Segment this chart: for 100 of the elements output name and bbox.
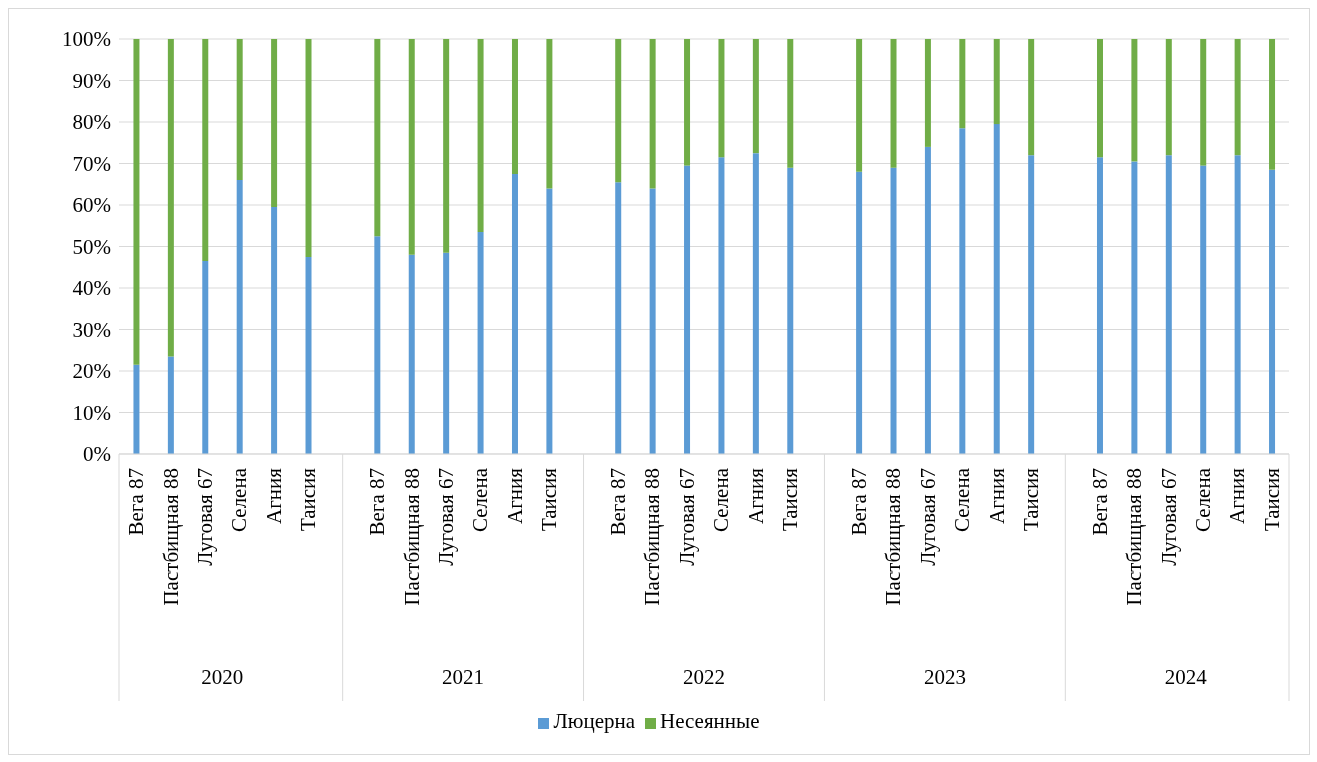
y-tick-label: 80% bbox=[72, 110, 111, 135]
bar bbox=[615, 182, 622, 454]
x-tick-label: Таисия bbox=[1259, 467, 1284, 532]
y-tick-label: 0% bbox=[83, 442, 111, 467]
bar bbox=[408, 39, 415, 255]
bar bbox=[1096, 157, 1103, 454]
text: 2024 bbox=[1164, 665, 1208, 689]
x-tick-label: Агния bbox=[743, 467, 768, 524]
bar bbox=[374, 236, 381, 454]
bar bbox=[1096, 39, 1103, 158]
bar bbox=[993, 39, 1000, 125]
bar bbox=[787, 39, 794, 168]
bar bbox=[167, 356, 174, 454]
bar bbox=[856, 171, 863, 454]
y-tick-label: 100% bbox=[62, 27, 111, 52]
x-tick-label: Пастбищная 88 bbox=[399, 468, 424, 606]
x-tick-label: Вега 87 bbox=[1087, 468, 1112, 536]
x-tick-label: Агния bbox=[502, 467, 527, 524]
bar bbox=[1269, 39, 1276, 170]
bar bbox=[615, 39, 622, 183]
bar bbox=[959, 128, 966, 454]
bar bbox=[271, 207, 278, 454]
x-tick-label: Вега 87 bbox=[365, 468, 390, 536]
bar bbox=[924, 146, 931, 454]
bar bbox=[305, 256, 312, 454]
bar bbox=[443, 39, 450, 253]
bar bbox=[202, 261, 209, 454]
bar bbox=[546, 39, 553, 189]
text: 2021 bbox=[442, 665, 485, 689]
bar bbox=[787, 167, 794, 454]
x-tick-label: Агния bbox=[1225, 467, 1250, 524]
x-tick-label: Таисия bbox=[296, 467, 321, 532]
bar bbox=[649, 188, 656, 454]
text: 2023 bbox=[923, 665, 966, 689]
x-tick-label: Луговая 67 bbox=[433, 468, 458, 566]
y-tick-label: 30% bbox=[72, 317, 111, 342]
bar bbox=[477, 231, 484, 454]
x-tick-label: Пастбищная 88 bbox=[1122, 468, 1147, 606]
y-tick-label: 40% bbox=[72, 276, 111, 301]
bar bbox=[649, 39, 656, 189]
bar bbox=[1269, 169, 1276, 454]
x-tick-label: Луговая 67 bbox=[674, 468, 699, 566]
x-tick-label: Селена bbox=[227, 467, 252, 532]
text: 2022 bbox=[683, 665, 725, 689]
y-tick-label: 50% bbox=[72, 234, 111, 259]
bar bbox=[890, 167, 897, 454]
bar bbox=[1131, 161, 1138, 454]
bar bbox=[443, 252, 450, 454]
x-tick-label: Агния bbox=[261, 467, 286, 524]
legend-label: Люцерна bbox=[553, 709, 636, 733]
x-tick-label: Агния bbox=[984, 467, 1009, 524]
bar bbox=[374, 39, 381, 237]
x-tick-label: Вега 87 bbox=[605, 468, 630, 536]
legend-label: Несеянные bbox=[660, 709, 760, 733]
x-tick-label: Пастбищная 88 bbox=[158, 468, 183, 606]
x-tick-label: Луговая 67 bbox=[1156, 468, 1181, 566]
bar bbox=[959, 39, 966, 129]
bar bbox=[511, 39, 518, 174]
bar bbox=[236, 39, 243, 181]
bar bbox=[305, 39, 312, 257]
y-tick-label: 70% bbox=[72, 151, 111, 176]
bar bbox=[1200, 165, 1207, 454]
x-tick-label: Селена bbox=[468, 467, 493, 532]
bar bbox=[924, 39, 931, 147]
bar bbox=[1200, 39, 1207, 166]
bar bbox=[1131, 39, 1138, 162]
text: 2020 bbox=[201, 665, 244, 689]
x-tick-label: Вега 87 bbox=[124, 468, 149, 536]
bar bbox=[752, 153, 759, 454]
bar bbox=[133, 39, 140, 365]
y-tick-label: 20% bbox=[72, 359, 111, 384]
x-tick-label: Таисия bbox=[778, 467, 803, 532]
x-tick-label: Пастбищная 88 bbox=[881, 468, 906, 606]
x-tick-label: Вега 87 bbox=[846, 468, 871, 536]
bar bbox=[1028, 155, 1035, 454]
x-tick-label: Селена bbox=[709, 467, 734, 532]
bar bbox=[993, 124, 1000, 454]
bar bbox=[1234, 39, 1241, 156]
bar bbox=[271, 39, 278, 208]
x-tick-label: Луговая 67 bbox=[193, 468, 218, 566]
bar bbox=[684, 39, 691, 166]
y-tick-label: 60% bbox=[72, 193, 111, 218]
bar bbox=[1028, 39, 1035, 156]
x-tick-label: Селена bbox=[950, 467, 975, 532]
bar bbox=[752, 39, 759, 154]
bar bbox=[1165, 39, 1172, 156]
x-tick-label: Селена bbox=[1190, 467, 1215, 532]
x-tick-label: Таисия bbox=[537, 467, 562, 532]
bar bbox=[202, 39, 209, 262]
bar bbox=[856, 39, 863, 172]
bar bbox=[167, 39, 174, 357]
bar bbox=[684, 165, 691, 454]
bar bbox=[1165, 155, 1172, 454]
bar bbox=[477, 39, 484, 232]
y-tick-label: 90% bbox=[72, 68, 111, 93]
y-tick-label: 10% bbox=[72, 400, 111, 425]
bar bbox=[718, 39, 725, 158]
x-tick-label: Таисия bbox=[1018, 467, 1043, 532]
bar bbox=[546, 188, 553, 454]
bar bbox=[236, 180, 243, 454]
